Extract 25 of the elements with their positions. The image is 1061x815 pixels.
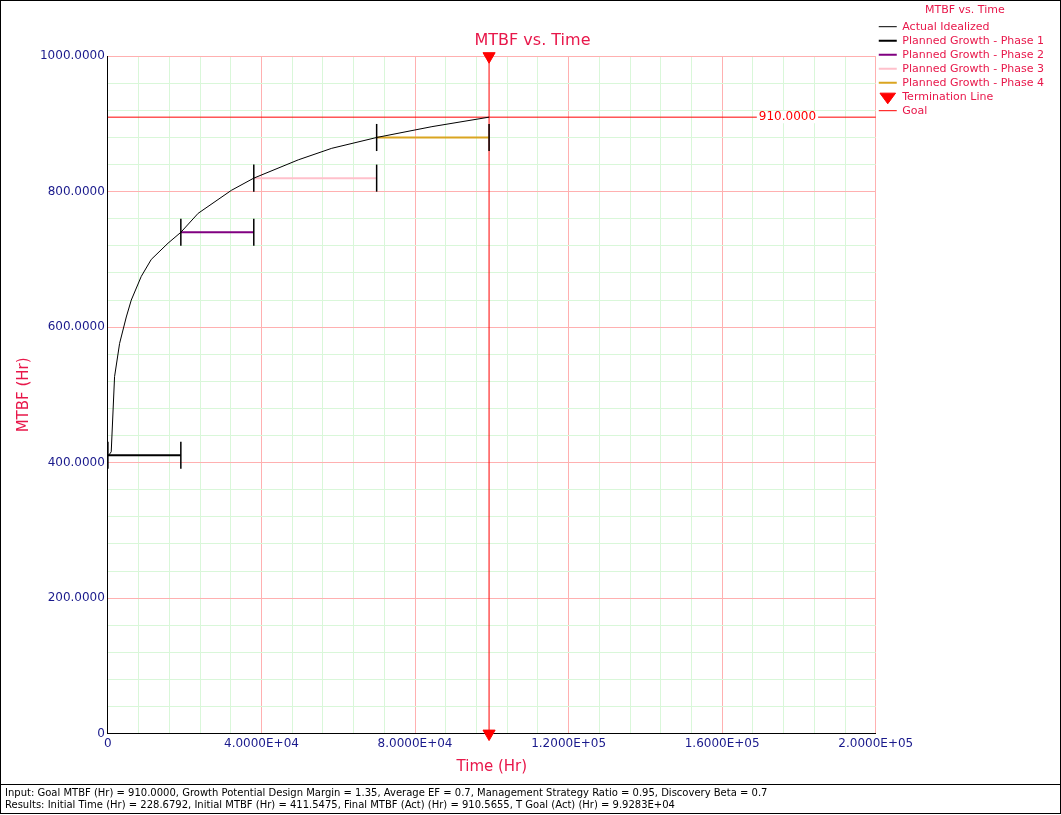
legend-label: Termination Line: [901, 89, 994, 103]
legend-label: Planned Growth - Phase 4: [902, 75, 1045, 89]
x-axis-title: Time (Hr): [455, 756, 528, 775]
legend-label: Actual Idealized: [902, 19, 990, 33]
y-tick-label: 800.0000: [47, 183, 105, 198]
legend-label: Planned Growth - Phase 2: [902, 47, 1045, 61]
legend-label: Goal: [902, 103, 928, 117]
y-tick-label: 200.0000: [47, 590, 105, 605]
y-tick-label: 600.0000: [47, 319, 105, 334]
y-tick-label: 1000.0000: [39, 48, 105, 63]
x-tick-label: 1.2000E+05: [531, 735, 607, 750]
chart-title: MTBF vs. Time: [474, 29, 591, 49]
annotation: 910.0000: [758, 109, 817, 124]
x-tick-label: 4.0000E+04: [224, 735, 299, 750]
x-tick-label: 1.6000E+05: [684, 735, 760, 750]
y-axis-title: MTBF (Hr): [13, 357, 32, 433]
legend-label: Planned Growth - Phase 3: [902, 61, 1045, 75]
y-tick-label: 400.0000: [47, 454, 105, 469]
legend-label: Planned Growth - Phase 1: [902, 33, 1045, 47]
x-tick-label: 2.0000E+05: [838, 735, 914, 750]
text: Input: Goal MTBF (Hr) = 910.0000, Growth Potential Design Margin = 1.35, Average EF = 0.7, Management Strategy Ratio = 0.95, Discovery Beta = 0.7: [5, 787, 769, 799]
text: Results: Initial Time (Hr) = 228.6792, Initial MTBF (Hr) = 411.5475, Final MTBF (Act) (Hr) = 910.5655, T Goal (Act) (Hr) = 9.9283E+04: [5, 799, 676, 811]
x-tick-label: 8.0000E+04: [377, 735, 453, 750]
y-tick-label: 0: [97, 725, 105, 740]
legend-title: MTBF vs. Time: [925, 3, 1005, 17]
